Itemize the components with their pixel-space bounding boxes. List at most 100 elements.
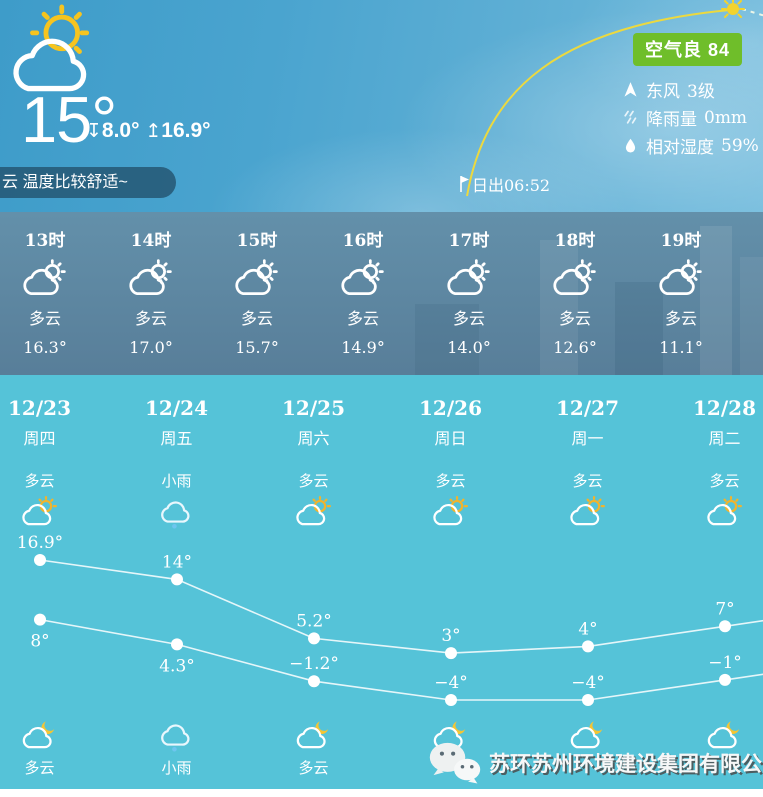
wind-row: 东风 3级: [622, 76, 759, 103]
partly-cloudy-hero-icon: [8, 2, 104, 106]
partly-cloudy-day-icon: [382, 495, 519, 531]
hour-temperature: 14.0°: [447, 338, 491, 357]
day-weekday: 周日: [434, 431, 467, 448]
wind-label: 东风: [646, 82, 680, 101]
partly-cloudy-icon: [0, 258, 98, 302]
partly-cloudy-day-icon: [0, 495, 108, 531]
day-weekday: 周五: [160, 431, 193, 448]
day-date: 12/25: [282, 396, 345, 420]
water-drop-icon: [622, 137, 639, 154]
partly-cloudy-icon: [310, 258, 416, 302]
day-column-1224[interactable]: 12/24 周五 小雨: [108, 375, 245, 531]
svg-text:4.3°: 4.3°: [159, 656, 195, 676]
partly-cloudy-icon: [628, 258, 734, 302]
hourly-forecast-panel: 13时 多云 16.3° 14时 多云 17.0° 15时 多云 15.7° 1…: [0, 212, 763, 375]
day-condition: 多云: [572, 473, 603, 490]
hour-condition: 多云: [558, 311, 591, 328]
wechat-icon: [429, 742, 481, 784]
daily-grid: 12/23 周四 多云 12/24 周五 小雨 12/25 周六 多云 12/2…: [0, 375, 763, 531]
partly-cloudy-icon: [98, 258, 204, 302]
hour-temperature: 15.7°: [235, 338, 279, 357]
svg-text:−4°: −4°: [571, 673, 605, 693]
day-condition: 多云: [24, 473, 55, 490]
max-temp: 16.9°: [161, 119, 211, 142]
night-condition: 多云: [298, 760, 329, 777]
rainfall-row: 降雨量 0mm: [622, 104, 759, 131]
night-column: 多云: [245, 718, 382, 778]
hour-time: 14时: [130, 231, 172, 251]
min-arrow-icon: ↧: [86, 121, 102, 142]
day-weekday: 周四: [23, 431, 56, 448]
cloud-moon-icon: [245, 718, 382, 754]
max-arrow-icon: ↥: [145, 121, 162, 142]
hour-column-15[interactable]: 15时 多云 15.7°: [204, 212, 310, 357]
night-column: 小雨: [108, 718, 245, 778]
day-condition: 多云: [435, 473, 466, 490]
watermark-text: 苏环苏州环境建设集团有限公司: [489, 753, 763, 776]
day-condition: 小雨: [161, 473, 192, 490]
hour-temperature: 12.6°: [553, 338, 597, 357]
svg-text:3°: 3°: [441, 626, 460, 646]
hour-column-13[interactable]: 13时 多云 16.3°: [0, 212, 98, 357]
day-date: 12/23: [8, 396, 71, 420]
night-column: [519, 718, 656, 778]
day-column-1225[interactable]: 12/25 周六 多云: [245, 375, 382, 531]
svg-text:14°: 14°: [162, 552, 192, 572]
day-column-1226[interactable]: 12/26 周日 多云: [382, 375, 519, 531]
hour-temperature: 14.9°: [341, 338, 385, 357]
temperature-trend-chart: 16.9° 14° 5.2° 3° 4° 7° 8° 4.3° −1.2° −4° −4° −1°: [0, 530, 763, 735]
sun-position-icon: [721, 0, 745, 18]
partly-cloudy-day-icon: [519, 495, 656, 531]
cloud-moon-icon: [0, 718, 108, 754]
hour-column-17[interactable]: 17时 多云 14.0°: [416, 212, 522, 357]
rain-hatch-icon: [622, 109, 639, 126]
night-column: [656, 718, 763, 778]
sunrise-marker-icon: [460, 176, 469, 192]
hour-time: 18时: [554, 231, 596, 251]
hour-condition: 多云: [134, 311, 167, 328]
light-rain-icon: [108, 718, 245, 754]
minmax-temperature: ↧8.0° ↥16.9°: [86, 119, 211, 143]
svg-text:5.2°: 5.2°: [296, 611, 332, 631]
hour-column-18[interactable]: 18时 多云 12.6°: [522, 212, 628, 357]
night-condition: 小雨: [161, 760, 192, 777]
hour-condition: 多云: [240, 311, 273, 328]
hour-column-14[interactable]: 14时 多云 17.0°: [98, 212, 204, 357]
svg-text:16.9°: 16.9°: [17, 533, 63, 553]
svg-text:−1°: −1°: [708, 653, 742, 673]
day-column-1228[interactable]: 12/28 周二 多云: [656, 375, 763, 531]
hour-condition: 多云: [452, 311, 485, 328]
day-condition: 多云: [709, 473, 740, 490]
humidity-value: 59%: [721, 135, 759, 156]
hour-column-16[interactable]: 16时 多云 14.9°: [310, 212, 416, 357]
sky-background: 15° ↧8.0° ↥16.9° 日出06:52 云 温度比较舒适~ 空气良: [0, 0, 763, 212]
day-weekday: 周二: [708, 431, 741, 448]
hour-condition: 多云: [664, 311, 697, 328]
hour-condition: 多云: [346, 311, 379, 328]
rainfall-value: 0mm: [704, 107, 748, 128]
day-date: 12/24: [145, 396, 208, 420]
air-info-block: 空气良 84 东风 3级 降雨量 0mm 相对湿度 59%: [622, 33, 759, 159]
wind-arrow-icon: [622, 81, 639, 98]
svg-text:−1.2°: −1.2°: [289, 654, 339, 674]
hourly-grid: 13时 多云 16.3° 14时 多云 17.0° 15时 多云 15.7° 1…: [0, 212, 734, 357]
night-condition: 多云: [24, 760, 55, 777]
day-column-1223[interactable]: 12/23 周四 多云: [0, 375, 108, 531]
partly-cloudy-icon: [204, 258, 310, 302]
wind-value: 3级: [687, 82, 715, 102]
light-rain-icon: [108, 495, 245, 531]
day-column-1227[interactable]: 12/27 周一 多云: [519, 375, 656, 531]
svg-text:8°: 8°: [30, 632, 49, 652]
svg-text:4°: 4°: [578, 619, 597, 639]
bottom-white-strip: [0, 789, 763, 797]
day-date: 12/26: [419, 396, 482, 420]
day-date: 12/27: [556, 396, 619, 420]
cloud-moon-icon: [519, 718, 656, 754]
hour-time: 19时: [660, 231, 702, 251]
partly-cloudy-day-icon: [656, 495, 763, 531]
hour-time: 17时: [448, 231, 490, 251]
aqi-badge[interactable]: 空气良 84: [633, 33, 743, 66]
hour-column-19[interactable]: 19时 多云 11.1°: [628, 212, 734, 357]
hour-temperature: 17.0°: [129, 338, 173, 357]
cloud-moon-icon: [656, 718, 763, 754]
